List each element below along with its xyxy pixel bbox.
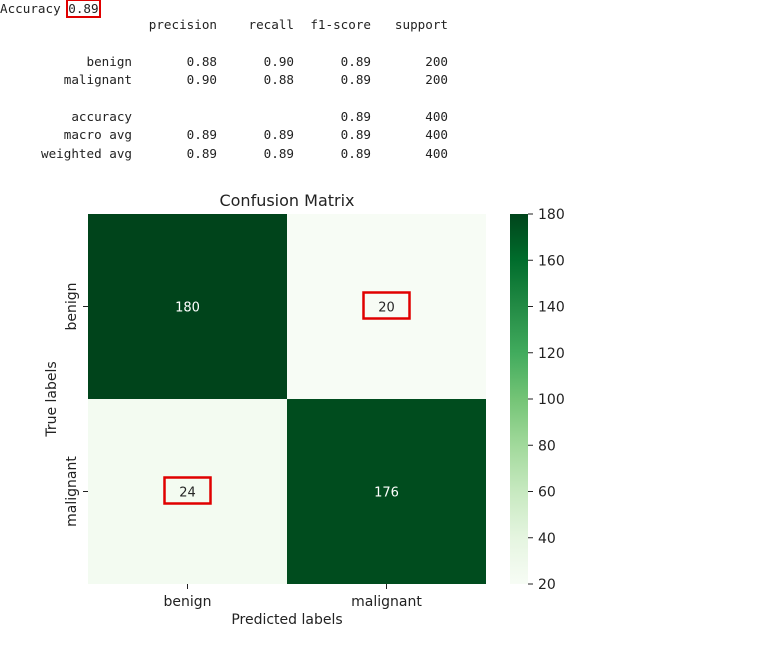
- colorbar-tick-label: 140: [538, 300, 565, 316]
- colorbar-tick-label: 180: [538, 207, 565, 223]
- report-cell-label: accuracy: [71, 109, 132, 124]
- report-cell-recall: 0.89: [263, 127, 294, 142]
- header-f1-score: f1-score: [310, 17, 371, 32]
- colorbar: [510, 214, 528, 584]
- colorbar-tick-label: 160: [538, 253, 565, 269]
- y-tick-label: malignant: [64, 456, 80, 527]
- report-cell-f1: 0.89: [340, 72, 371, 87]
- report-cell-precision: 0.88: [186, 54, 217, 69]
- report-cell-support: 400: [425, 127, 448, 142]
- report-cell-label: macro avg: [63, 127, 132, 142]
- header-recall: recall: [248, 17, 295, 32]
- report-cell-support: 200: [425, 54, 448, 69]
- cell-value-label: 180: [175, 301, 200, 316]
- accuracy-label: Accuracy: [0, 1, 61, 16]
- report-cell-label: weighted avg: [41, 146, 132, 161]
- x-tick-label: benign: [163, 594, 211, 610]
- heatmap-cell: [287, 399, 486, 584]
- report-cell-support: 200: [425, 72, 448, 87]
- header-precision: precision: [148, 17, 217, 32]
- cell-value-label: 20: [378, 301, 395, 316]
- colorbar-tick-label: 20: [538, 577, 556, 593]
- heatmap-cell: [88, 214, 287, 399]
- report-cell-support: 400: [425, 109, 448, 124]
- heatmap-cell: [287, 214, 486, 399]
- report-cell-f1: 0.89: [340, 146, 371, 161]
- x-axis-label: Predicted labels: [231, 612, 342, 628]
- y-tick-label: benign: [64, 282, 80, 330]
- report-cell-support: 400: [425, 146, 448, 161]
- colorbar-tick-label: 40: [538, 531, 556, 547]
- accuracy-value: 0.89: [66, 0, 101, 18]
- report-cell-label: benign: [86, 54, 133, 69]
- header-support: support: [394, 17, 448, 32]
- colorbar-tick-label: 100: [538, 392, 565, 408]
- cell-value-label: 24: [179, 486, 196, 501]
- report-cell-recall: 0.88: [263, 72, 294, 87]
- y-axis-label: True labels: [44, 361, 60, 437]
- report-cell-f1: 0.89: [340, 54, 371, 69]
- x-tick-label: malignant: [351, 594, 422, 610]
- heatmap-cell: [88, 399, 287, 584]
- highlight-box: [163, 476, 212, 505]
- report-cell-label: malignant: [63, 72, 132, 87]
- cell-value-label: 176: [374, 486, 399, 501]
- accuracy-line: Accuracy 0.89: [0, 0, 101, 18]
- colorbar-tick-label: 80: [538, 438, 556, 454]
- report-cell-precision: 0.90: [186, 72, 217, 87]
- report-cell-recall: 0.89: [263, 146, 294, 161]
- report-cell-precision: 0.89: [186, 127, 217, 142]
- report-cell-f1: 0.89: [340, 127, 371, 142]
- chart-title: Confusion Matrix: [219, 191, 354, 210]
- colorbar-tick-label: 60: [538, 485, 556, 501]
- colorbar-tick-label: 120: [538, 346, 565, 362]
- highlight-box: [362, 291, 411, 320]
- report-cell-f1: 0.89: [340, 109, 371, 124]
- report-cell-precision: 0.89: [186, 146, 217, 161]
- report-cell-recall: 0.90: [263, 54, 294, 69]
